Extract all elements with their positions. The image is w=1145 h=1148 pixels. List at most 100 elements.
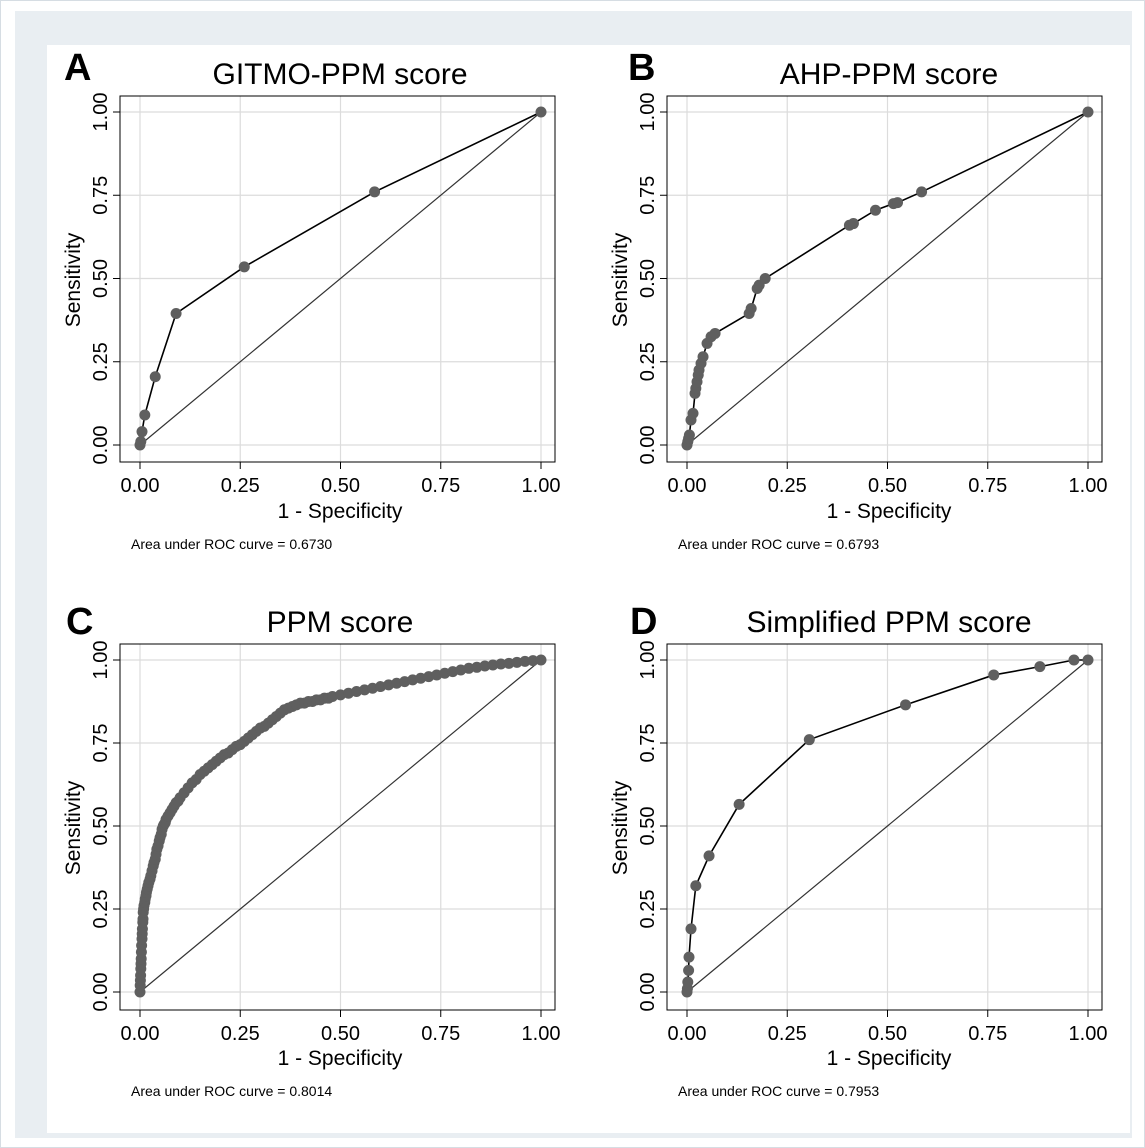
roc-point — [503, 657, 515, 669]
roc-point — [892, 197, 904, 209]
roc-point — [900, 699, 912, 711]
roc-point — [139, 409, 151, 421]
roc-point — [683, 951, 695, 963]
roc-point — [697, 351, 709, 363]
plot-frame — [666, 643, 1103, 1011]
roc-point — [527, 655, 539, 667]
roc-point — [703, 850, 715, 862]
x-tick-label: 0.75 — [421, 475, 460, 497]
x-tick-label: 1.00 — [1069, 1023, 1108, 1045]
y-tick-label: 0.75 — [90, 724, 112, 763]
y-tick-label: 0.25 — [90, 342, 112, 381]
roc-point — [869, 204, 881, 216]
y-tick-label: 0.25 — [637, 342, 659, 381]
x-tick-label: 0.25 — [768, 475, 807, 497]
y-tick-label: 0.75 — [90, 176, 112, 215]
x-axis-label: 1 - Specificity — [827, 1047, 952, 1070]
y-tick-label: 0.00 — [90, 973, 112, 1012]
y-tick-label: 0.25 — [637, 890, 659, 929]
roc-panel-b: 0.00 0.00 0.25 0.25 0.50 0.50 0.75 0.75 1.00 1.00… — [609, 47, 1107, 552]
x-axis-label: 1 - Specificity — [827, 500, 952, 523]
y-tick-label: 1.00 — [90, 641, 112, 680]
reference-line — [139, 111, 542, 446]
x-tick-label: 1.00 — [1069, 475, 1108, 497]
x-tick-label: 0.25 — [221, 1023, 260, 1045]
roc-point — [759, 273, 771, 284]
y-axis-label: Sensitivity — [62, 780, 85, 875]
roc-point — [511, 656, 523, 668]
chart-title: GITMO-PPM score — [212, 58, 467, 91]
x-tick-label: 0.00 — [668, 475, 707, 497]
y-tick-label: 0.75 — [637, 176, 659, 215]
roc-point — [683, 429, 695, 441]
roc-point — [479, 660, 491, 672]
y-tick-label: 1.00 — [637, 93, 659, 132]
reference-line — [139, 659, 542, 993]
x-axis-label: 1 - Specificity — [278, 1047, 403, 1070]
roc-point — [1082, 654, 1094, 666]
roc-point — [535, 106, 547, 118]
x-tick-label: 0.00 — [668, 1023, 707, 1045]
chart-title: PPM score — [267, 606, 414, 639]
roc-point — [690, 880, 702, 892]
roc-point — [745, 302, 757, 314]
x-tick-label: 0.50 — [321, 475, 360, 497]
roc-point — [988, 669, 1000, 681]
y-tick-label: 0.50 — [90, 807, 112, 846]
y-tick-label: 0.00 — [90, 426, 112, 465]
y-tick-label: 0.00 — [637, 426, 659, 465]
x-tick-label: 0.50 — [321, 1023, 360, 1045]
x-tick-label: 0.50 — [868, 475, 907, 497]
y-axis-label: Sensitivity — [62, 232, 85, 327]
roc-panel-d: 0.00 0.00 0.25 0.25 0.50 0.50 0.75 0.75 1.00 1.00… — [609, 601, 1107, 1099]
reference-line — [686, 659, 1089, 993]
panel-letter: A — [64, 47, 91, 89]
y-tick-label: 0.50 — [637, 807, 659, 846]
roc-point — [1068, 654, 1080, 666]
auc-note: Area under ROC curve = 0.7953 — [678, 1083, 879, 1099]
chart-title: Simplified PPM score — [746, 606, 1031, 639]
roc-point — [136, 426, 148, 438]
roc-point — [733, 798, 745, 810]
panel-letter: C — [66, 601, 93, 643]
roc-point — [463, 662, 475, 674]
panel-letter: D — [630, 601, 657, 643]
y-tick-label: 0.00 — [637, 973, 659, 1012]
y-axis-label: Sensitivity — [609, 780, 632, 875]
x-tick-label: 0.75 — [968, 475, 1007, 497]
y-tick-label: 0.25 — [90, 890, 112, 929]
roc-point — [535, 654, 547, 666]
roc-point — [916, 186, 928, 198]
roc-point — [847, 218, 859, 230]
x-tick-label: 0.75 — [421, 1023, 460, 1045]
x-tick-label: 0.25 — [221, 475, 260, 497]
y-tick-label: 1.00 — [637, 641, 659, 680]
x-axis-label: 1 - Specificity — [278, 500, 403, 523]
roc-point — [170, 307, 182, 319]
x-tick-label: 1.00 — [522, 475, 561, 497]
roc-point — [683, 964, 695, 976]
roc-point — [487, 659, 499, 671]
y-tick-label: 1.00 — [90, 93, 112, 132]
roc-point — [519, 655, 531, 667]
plot-frame — [119, 643, 556, 1011]
x-tick-label: 0.50 — [868, 1023, 907, 1045]
roc-point — [1034, 661, 1046, 673]
y-tick-label: 0.50 — [90, 259, 112, 298]
roc-point — [685, 923, 697, 935]
x-tick-label: 0.25 — [768, 1023, 807, 1045]
roc-panel-a: 0.00 0.00 0.25 0.25 0.50 0.50 0.75 0.75 1.00 1.00… — [62, 47, 560, 552]
roc-point — [803, 734, 815, 746]
roc-point — [369, 186, 381, 198]
y-axis-label: Sensitivity — [609, 232, 632, 327]
reference-line — [686, 111, 1089, 446]
roc-panel-c: 0.00 0.00 0.25 0.25 0.50 0.50 0.75 0.75 1.00 1.00… — [62, 601, 560, 1099]
x-tick-label: 1.00 — [522, 1023, 561, 1045]
x-tick-label: 0.75 — [968, 1023, 1007, 1045]
roc-point — [682, 976, 694, 988]
auc-note: Area under ROC curve = 0.6793 — [678, 536, 879, 552]
auc-note: Area under ROC curve = 0.8014 — [131, 1083, 332, 1099]
roc-point — [687, 407, 699, 419]
roc-point — [238, 261, 250, 273]
